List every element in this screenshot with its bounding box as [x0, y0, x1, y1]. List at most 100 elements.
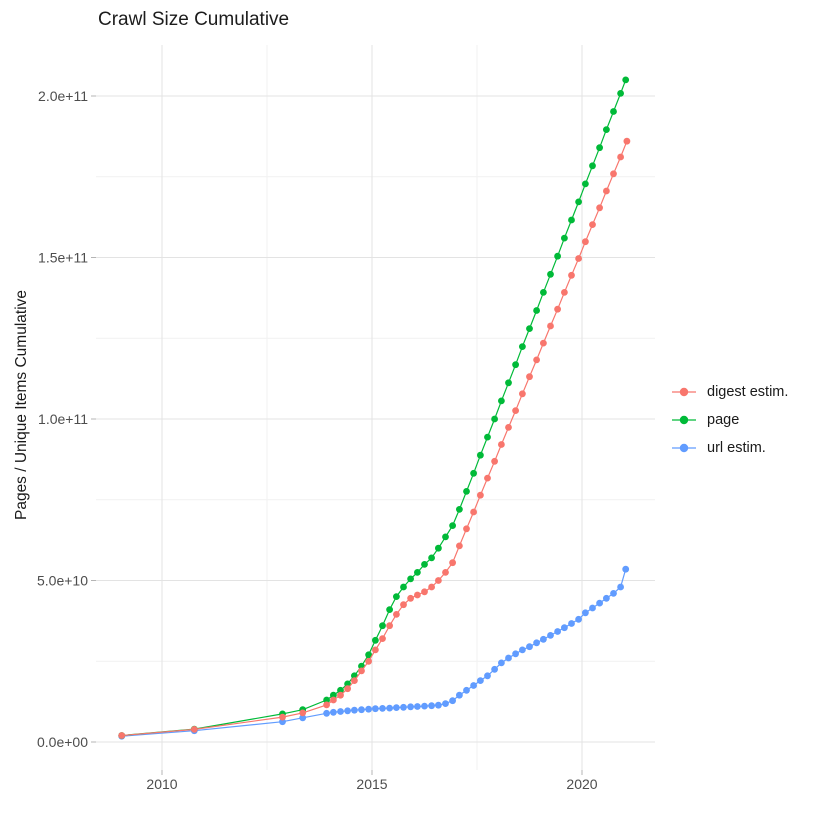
data-point-digest-estim [526, 373, 533, 381]
data-point-url-estim [547, 632, 554, 639]
data-point-page [575, 198, 582, 206]
data-point-url-estim [435, 701, 442, 709]
data-point-url-estim [519, 646, 526, 654]
legend-label: url estim. [707, 440, 766, 456]
data-point-digest-estim [491, 457, 498, 465]
data-point-digest-estim [582, 238, 589, 246]
data-point-digest-estim [344, 685, 351, 693]
data-point-url-estim [491, 665, 498, 673]
data-point-page [498, 397, 505, 405]
legend-key-point [679, 415, 689, 425]
data-point-url-estim [603, 594, 610, 602]
y-tick-labels: 0.0e+00 5.0e+10 1.0e+11 1.5e+11 2.0e+11 [37, 88, 88, 750]
data-point-digest-estim [407, 594, 414, 602]
data-point-url-estim [470, 682, 477, 689]
data-point-url-estim [589, 604, 596, 612]
data-point-url-estim [351, 706, 358, 714]
data-point-url-estim [463, 686, 470, 694]
data-point-url-estim [393, 704, 400, 711]
data-point-digest-estim [421, 588, 428, 596]
data-point-page [512, 361, 519, 369]
data-point-page [603, 126, 610, 133]
data-point-url-estim [512, 650, 519, 658]
data-point-url-estim [379, 705, 386, 712]
data-point-page [470, 469, 477, 477]
data-point-url-estim [526, 643, 533, 651]
data-point-digest-estim [372, 646, 379, 654]
data-point-url-estim [344, 707, 351, 715]
data-point-digest-estim [575, 255, 582, 262]
legend-key-point [679, 443, 689, 453]
data-point-page [526, 325, 533, 332]
x-tick-label: 2010 [146, 776, 177, 792]
legend-item: digest estim. [670, 378, 826, 406]
axis-ticks [91, 95, 583, 775]
data-point-page [386, 606, 393, 613]
legend-label: page [707, 412, 740, 428]
data-point-page [407, 575, 414, 583]
data-point-url-estim [533, 639, 540, 647]
data-point-digest-estim [400, 601, 407, 609]
data-point-page [323, 696, 330, 704]
data-point-digest-estim [393, 611, 400, 618]
data-point-page [344, 680, 351, 688]
gridlines-major [96, 45, 655, 770]
data-point-page [568, 216, 575, 224]
data-point-page [414, 569, 421, 576]
data-point-page [582, 180, 589, 188]
data-point-url-estim [421, 702, 428, 710]
data-point-url-estim [323, 709, 330, 717]
y-tick-label: 5.0e+10 [37, 573, 88, 589]
series-digest-estim [118, 137, 631, 739]
data-point-digest-estim [323, 701, 330, 709]
data-point-url-estim [554, 628, 561, 635]
data-point-url-estim [299, 714, 307, 722]
data-point-page [610, 108, 617, 115]
data-point-digest-estim [449, 559, 456, 567]
data-point-digest-estim [519, 390, 526, 398]
data-point-digest-estim [190, 726, 198, 733]
data-point-url-estim [330, 708, 337, 716]
series-line-digest-estim [121, 140, 628, 737]
data-point-url-estim [596, 599, 603, 607]
data-point-digest-estim [568, 271, 575, 279]
data-point-url-estim [372, 705, 379, 713]
data-point-digest-estim [330, 696, 337, 704]
x-tick-labels: 2010 2015 2020 [146, 776, 597, 792]
data-point-page [589, 162, 596, 170]
data-point-page [540, 289, 547, 296]
data-point-page [442, 533, 449, 541]
data-point-page [505, 379, 512, 387]
data-point-page [622, 76, 630, 84]
data-point-url-estim [484, 672, 491, 680]
data-point-page [491, 415, 498, 423]
data-point-page [393, 593, 400, 600]
legend: digest estim. page url estim. [670, 378, 826, 462]
data-point-url-estim [540, 635, 547, 643]
data-point-page [449, 522, 456, 529]
data-point-digest-estim [365, 657, 372, 665]
data-point-url-estim [428, 702, 435, 710]
data-point-digest-estim [561, 289, 568, 296]
data-point-digest-estim [470, 508, 477, 516]
data-point-page [379, 622, 386, 630]
data-point-page [554, 252, 561, 260]
data-point-url-estim [498, 659, 505, 667]
data-point-url-estim [337, 708, 344, 715]
y-tick-label: 1.0e+11 [38, 411, 88, 427]
data-point-page [561, 234, 568, 242]
data-point-digest-estim [337, 691, 344, 699]
data-point-url-estim [505, 654, 512, 662]
data-point-digest-estim [279, 713, 286, 721]
data-point-digest-estim [484, 474, 491, 482]
data-point-digest-estim [358, 667, 365, 675]
data-point-digest-estim [435, 577, 442, 584]
data-point-page [617, 90, 624, 97]
data-point-page [484, 433, 491, 441]
data-point-digest-estim [540, 339, 547, 347]
series-page [118, 76, 630, 739]
data-point-page [463, 488, 470, 495]
legend-key-icon [672, 415, 696, 425]
data-point-url-estim [617, 583, 624, 591]
